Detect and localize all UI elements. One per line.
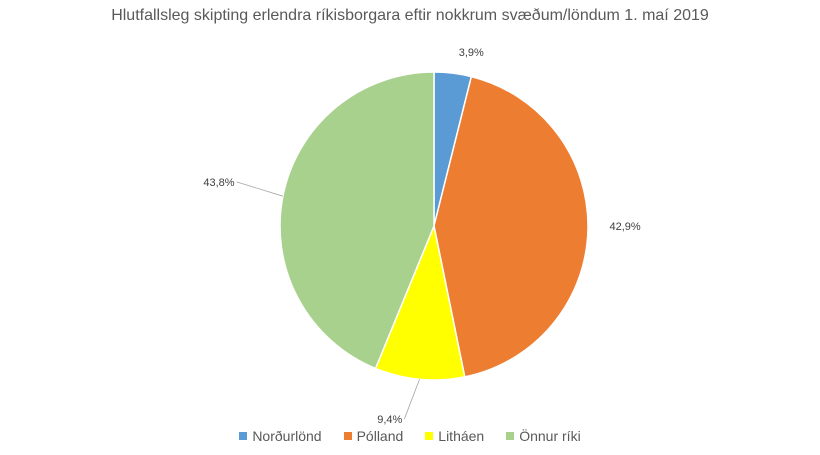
- pie-slice-3: [279, 71, 435, 370]
- data-label-0: 3,9%: [459, 47, 484, 59]
- legend-label: Pólland: [356, 428, 404, 444]
- legend-label: Önnur ríki: [519, 428, 581, 444]
- legend-swatch: [506, 432, 515, 440]
- data-label-1: 42,9%: [610, 221, 641, 233]
- legend-swatch: [343, 432, 352, 440]
- data-label-3: 43,8%: [203, 177, 234, 189]
- legend-item-onnur-riki: Önnur ríki: [506, 428, 581, 444]
- legend-swatch: [425, 432, 434, 440]
- data-label-2: 9,4%: [377, 414, 402, 426]
- legend: Norðurlönd Pólland Litháen Önnur ríki: [0, 428, 820, 444]
- chart-title: Hlutfallsleg skipting erlendra ríkisborg…: [111, 7, 709, 24]
- leader-line-2: [403, 379, 420, 420]
- leader-line-3: [236, 181, 284, 197]
- legend-swatch: [239, 432, 248, 440]
- legend-item-polland: Pólland: [343, 428, 404, 444]
- pie-slice-2: [374, 223, 466, 381]
- legend-label: Norðurlönd: [252, 428, 322, 444]
- legend-label: Litháen: [438, 428, 485, 444]
- legend-item-lithaen: Litháen: [425, 428, 484, 444]
- legend-item-nordurlond: Norðurlönd: [239, 428, 322, 444]
- pie-slice-1: [433, 75, 589, 378]
